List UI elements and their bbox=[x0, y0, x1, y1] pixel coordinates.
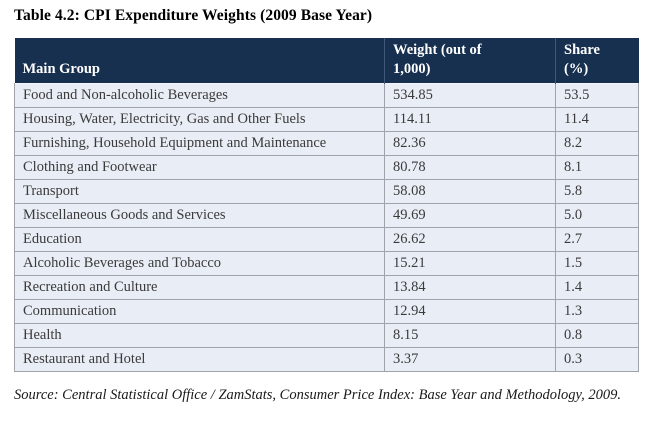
cell-share: 8.1 bbox=[555, 155, 639, 180]
table-title: Table 4.2: CPI Expenditure Weights (2009… bbox=[14, 7, 373, 24]
cell-main-group: Alcoholic Beverages and Tobacco bbox=[14, 251, 385, 276]
column-header-weight: Weight (out of 1,000) bbox=[384, 38, 556, 84]
cell-main-group: Recreation and Culture bbox=[14, 275, 385, 300]
table-row: Health 8.15 0.8 bbox=[14, 323, 639, 348]
table-row: Recreation and Culture 13.84 1.4 bbox=[14, 275, 639, 300]
cell-weight: 15.21 bbox=[384, 251, 556, 276]
table-row: Transport 58.08 5.8 bbox=[14, 179, 639, 204]
cell-share: 2.7 bbox=[555, 227, 639, 252]
cell-main-group: Education bbox=[14, 227, 385, 252]
column-header-share: Share (%) bbox=[555, 38, 639, 84]
cell-share: 0.8 bbox=[555, 323, 639, 348]
cell-weight: 8.15 bbox=[384, 323, 556, 348]
cell-share: 5.0 bbox=[555, 203, 639, 228]
cell-weight: 82.36 bbox=[384, 131, 556, 156]
column-header-main-group: Main Group bbox=[14, 38, 385, 84]
cell-weight: 13.84 bbox=[384, 275, 556, 300]
table-header: Main Group Weight (out of 1,000) Share (… bbox=[14, 38, 639, 84]
cell-weight: 58.08 bbox=[384, 179, 556, 204]
cell-weight: 12.94 bbox=[384, 299, 556, 324]
cell-share: 0.3 bbox=[555, 347, 639, 372]
cell-share: 8.2 bbox=[555, 131, 639, 156]
cell-main-group: Clothing and Footwear bbox=[14, 155, 385, 180]
cell-main-group: Transport bbox=[14, 179, 385, 204]
cell-main-group: Food and Non-alcoholic Beverages bbox=[14, 83, 385, 108]
cell-share: 5.8 bbox=[555, 179, 639, 204]
cell-main-group: Furnishing, Household Equipment and Main… bbox=[14, 131, 385, 156]
cell-main-group: Communication bbox=[14, 299, 385, 324]
cell-main-group: Miscellaneous Goods and Services bbox=[14, 203, 385, 228]
cell-main-group: Health bbox=[14, 323, 385, 348]
cell-weight: 80.78 bbox=[384, 155, 556, 180]
table-row: Communication 12.94 1.3 bbox=[14, 299, 639, 324]
header-row: Main Group Weight (out of 1,000) Share (… bbox=[14, 38, 639, 84]
source-note: Source: Central Statistical Office / Zam… bbox=[14, 387, 622, 403]
table-row: Restaurant and Hotel 3.37 0.3 bbox=[14, 347, 639, 372]
table-row: Food and Non-alcoholic Beverages 534.85 … bbox=[14, 83, 639, 108]
table-row: Education 26.62 2.7 bbox=[14, 227, 639, 252]
cell-weight: 49.69 bbox=[384, 203, 556, 228]
table-body: Food and Non-alcoholic Beverages 534.85 … bbox=[14, 83, 639, 372]
cell-main-group: Restaurant and Hotel bbox=[14, 347, 385, 372]
cell-share: 11.4 bbox=[555, 107, 639, 132]
cell-weight: 534.85 bbox=[384, 83, 556, 108]
table-row: Miscellaneous Goods and Services 49.69 5… bbox=[14, 203, 639, 228]
cell-share: 1.4 bbox=[555, 275, 639, 300]
cell-share: 1.3 bbox=[555, 299, 639, 324]
cell-share: 1.5 bbox=[555, 251, 639, 276]
table-row: Furnishing, Household Equipment and Main… bbox=[14, 131, 639, 156]
cell-weight: 114.11 bbox=[384, 107, 556, 132]
cell-share: 53.5 bbox=[555, 83, 639, 108]
cell-weight: 26.62 bbox=[384, 227, 556, 252]
table-row: Clothing and Footwear 80.78 8.1 bbox=[14, 155, 639, 180]
cpi-expenditure-weights-table: Main Group Weight (out of 1,000) Share (… bbox=[14, 38, 639, 372]
table-row: Alcoholic Beverages and Tobacco 15.21 1.… bbox=[14, 251, 639, 276]
cell-weight: 3.37 bbox=[384, 347, 556, 372]
cell-main-group: Housing, Water, Electricity, Gas and Oth… bbox=[14, 107, 385, 132]
table-row: Housing, Water, Electricity, Gas and Oth… bbox=[14, 107, 639, 132]
